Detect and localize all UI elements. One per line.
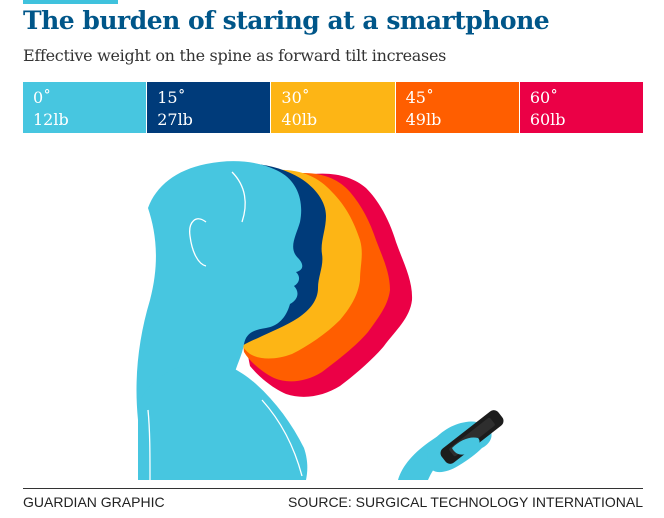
person-thumb (452, 437, 480, 455)
legend-angle: 30˚ (281, 88, 310, 107)
tilt-legend: 0˚ 12lb 15˚ 27lb 30˚ 40lb 45˚ 49lb 60˚ 6… (23, 82, 644, 133)
legend-item-60: 60˚ 60lb (519, 82, 644, 133)
legend-item-0: 0˚ 12lb (23, 82, 147, 133)
source-credit: SOURCE: SURGICAL TECHNOLOGY INTERNATIONA… (288, 494, 643, 510)
legend-weight: 40lb (281, 110, 318, 129)
legend-weight: 12lb (33, 110, 69, 129)
head-tilt-illustration (136, 161, 504, 480)
legend-angle: 0˚ (33, 88, 52, 107)
graphic-credit: GUARDIAN GRAPHIC (23, 494, 165, 510)
legend-angle: 45˚ (405, 88, 434, 107)
ear-outline (189, 218, 207, 267)
legend-item-30: 30˚ 40lb (271, 82, 395, 133)
legend-item-45: 45˚ 49lb (395, 82, 519, 133)
legend-angle: 15˚ (157, 88, 186, 107)
neck-outline (147, 409, 151, 480)
legend-weight: 49lb (405, 110, 442, 129)
page-subtitle: Effective weight on the spine as forward… (23, 46, 447, 65)
person-shoulder (138, 361, 308, 480)
footer-divider (23, 488, 643, 489)
legend-weight: 27lb (157, 110, 193, 129)
shoulder-outline (261, 399, 303, 477)
legend-angle: 60˚ (529, 88, 559, 107)
page-title: The burden of staring at a smartphone (23, 6, 550, 35)
hair-outline (231, 171, 246, 223)
legend-item-15: 15˚ 27lb (147, 82, 271, 133)
legend-weight: 60lb (529, 110, 566, 129)
top-accent-bar (23, 0, 118, 4)
